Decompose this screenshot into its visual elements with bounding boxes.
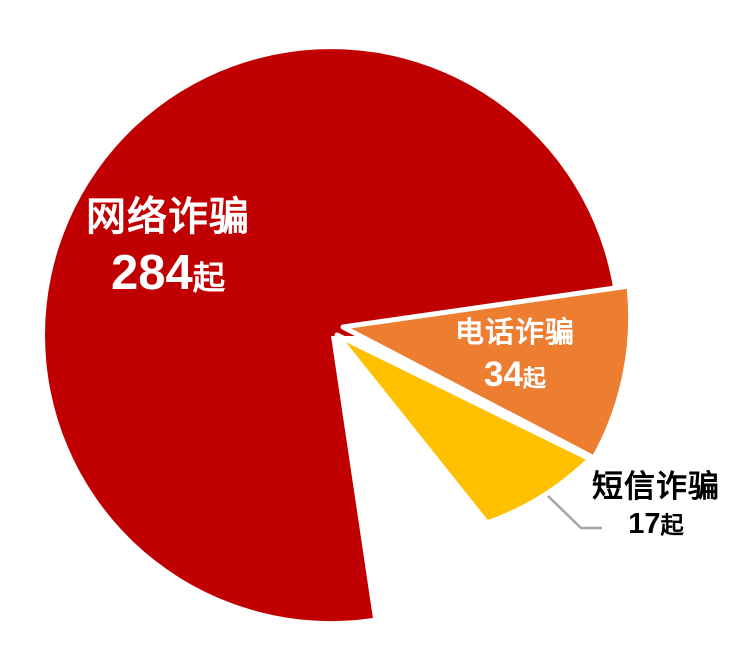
slice-value-wangluo-number: 284 <box>110 246 193 301</box>
slice-label-duanxin-zhapian: 短信诈骗 17起 <box>592 470 720 541</box>
slice-value-dianhua-unit: 起 <box>522 365 547 392</box>
pie-slice-dianhua-zhapian[interactable] <box>340 283 634 461</box>
slice-label-dianhua-zhapian: 电话诈骗 34起 <box>455 317 576 394</box>
slice-value-dianhua-number: 34 <box>483 355 523 395</box>
slice-label-wangluo-value: 284起 <box>86 247 250 300</box>
slice-label-wangluo-name: 网络诈骗 <box>86 195 250 239</box>
slice-value-wangluo-unit: 起 <box>192 260 226 297</box>
pie-slice-duanxin-zhapian[interactable] <box>334 332 593 526</box>
pie-slice-wangluo-zhapian[interactable] <box>45 49 618 622</box>
slice-label-wangluo-zhapian: 网络诈骗 284起 <box>86 195 250 300</box>
slice-value-duanxin-unit: 起 <box>660 512 684 539</box>
slice-label-dianhua-value: 34起 <box>455 356 575 394</box>
slice-label-dianhua-name: 电话诈骗 <box>455 317 576 349</box>
leader-line-duanxin <box>547 495 602 530</box>
slice-label-duanxin-value: 17起 <box>592 509 720 540</box>
slice-value-duanxin-number: 17 <box>628 508 661 541</box>
slice-label-duanxin-name: 短信诈骗 <box>592 469 720 504</box>
